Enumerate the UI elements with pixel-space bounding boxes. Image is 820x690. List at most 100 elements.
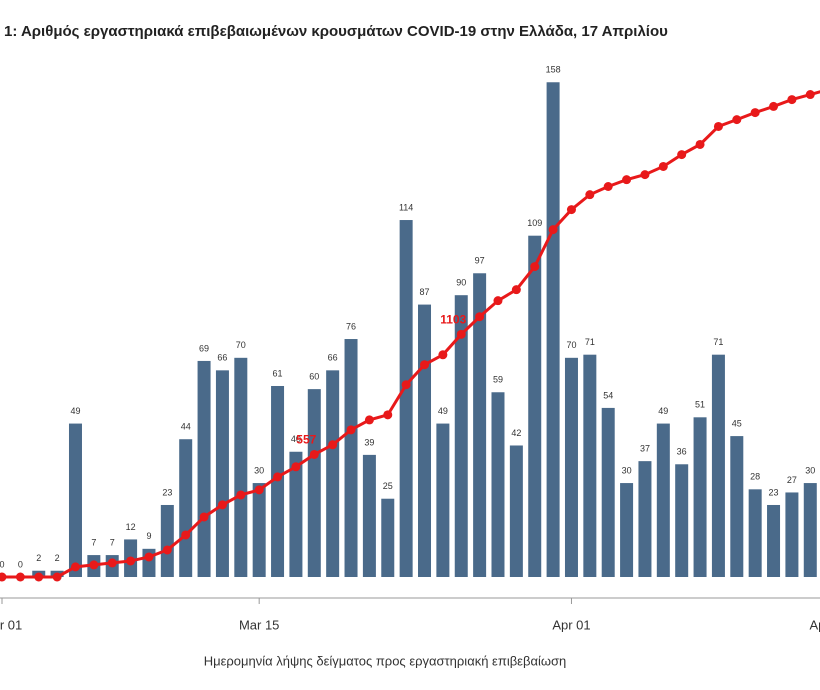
bar-label: 90: [456, 278, 466, 288]
bar: [546, 82, 560, 577]
bar-label: 42: [511, 428, 521, 438]
line-marker: [438, 350, 448, 360]
bar-label: 27: [787, 475, 797, 485]
line-marker: [603, 182, 613, 191]
x-tick-label: Apr 01: [552, 617, 590, 632]
cumulative-line: [2, 90, 820, 579]
line-marker: [750, 108, 760, 118]
line-marker: [70, 562, 80, 572]
x-tick-label: Mar 15: [239, 617, 279, 632]
bar: [748, 489, 762, 577]
bar-label: 45: [732, 418, 742, 428]
bar-label: 9: [146, 531, 151, 541]
line-marker: [364, 415, 374, 425]
line-marker: [291, 462, 301, 472]
bar-label: 23: [162, 487, 172, 497]
bar-label: 114: [399, 202, 413, 212]
bar-label: 61: [273, 368, 283, 378]
bar: [730, 436, 744, 577]
bar: [160, 504, 174, 577]
bar: [711, 354, 725, 577]
line-marker: [548, 225, 558, 235]
line-marker: [181, 530, 191, 540]
line-marker: [0, 572, 7, 582]
bar-label: 59: [493, 375, 503, 385]
line-marker: [585, 190, 595, 200]
bar: [785, 492, 799, 577]
bar-label: 54: [603, 390, 613, 400]
bar: [179, 439, 193, 577]
line-marker: [254, 485, 264, 495]
line-marker: [328, 440, 338, 450]
line-marker: [511, 285, 521, 295]
bar-label: 49: [70, 406, 80, 416]
bar: [289, 451, 303, 577]
line-marker: [162, 545, 172, 555]
x-axis-label: Ημερομηνία λήψης δείγματος προς εργαστηρ…: [204, 653, 567, 668]
line-marker: [805, 90, 815, 100]
line-label: 1103: [440, 313, 466, 327]
bar: [638, 461, 652, 577]
bar: [418, 304, 432, 577]
bar: [362, 454, 376, 577]
bar-label: 44: [181, 422, 191, 432]
line-marker: [52, 572, 62, 582]
bar-label: 28: [750, 472, 760, 482]
line-marker: [732, 115, 742, 125]
line-marker: [769, 101, 779, 111]
bar-label: 7: [91, 537, 96, 547]
bar-label: 0: [0, 559, 5, 569]
line-marker: [144, 552, 154, 562]
line-marker: [346, 425, 356, 435]
bar-label: 51: [695, 400, 705, 410]
line-label: 557: [296, 433, 316, 447]
bar: [436, 423, 450, 577]
bar: [307, 389, 321, 577]
line-marker: [107, 558, 117, 568]
bar-label: 40: [291, 434, 301, 444]
line-marker: [34, 572, 44, 582]
line-marker: [126, 556, 136, 566]
line-marker: [383, 410, 393, 420]
bar: [271, 385, 285, 577]
bar: [454, 295, 468, 577]
bar-label: 2: [36, 553, 41, 563]
line-marker: [199, 512, 209, 522]
bar-label: 2: [55, 553, 60, 563]
bar: [215, 370, 229, 577]
bar-label: 97: [475, 256, 485, 266]
bar-label: 49: [658, 406, 668, 416]
line-marker: [493, 296, 503, 306]
bar-label: 23: [769, 487, 779, 497]
bar: [234, 357, 248, 577]
bar: [620, 483, 634, 577]
bar-label: 70: [566, 340, 576, 350]
line-marker: [401, 380, 411, 390]
bar: [583, 354, 597, 577]
bar: [564, 357, 578, 577]
bar: [326, 370, 340, 577]
line-marker: [236, 490, 246, 500]
bar-label: 60: [309, 372, 319, 382]
bar-label: 25: [383, 481, 393, 491]
bar-label: 109: [527, 218, 542, 228]
bar-label: 36: [677, 447, 687, 457]
x-tick-label: Mar 01: [0, 617, 22, 632]
line-marker: [15, 572, 25, 582]
bar-label: 76: [346, 321, 356, 331]
line-marker: [309, 449, 319, 459]
bar-label: 12: [126, 522, 136, 532]
bar: [68, 423, 82, 577]
bar-label: 7: [110, 537, 115, 547]
chart-title: 1: Αριθμός εργαστηριακά επιβεβαιωμένων κ…: [4, 23, 668, 40]
line-marker: [217, 500, 227, 510]
bar: [381, 498, 395, 577]
line-marker: [713, 121, 723, 131]
x-tick-label: Apr 15: [809, 617, 820, 632]
bar: [344, 339, 358, 577]
bar-label: 66: [328, 353, 338, 363]
bar: [197, 360, 211, 577]
line-marker: [640, 170, 650, 180]
bar: [399, 220, 413, 577]
